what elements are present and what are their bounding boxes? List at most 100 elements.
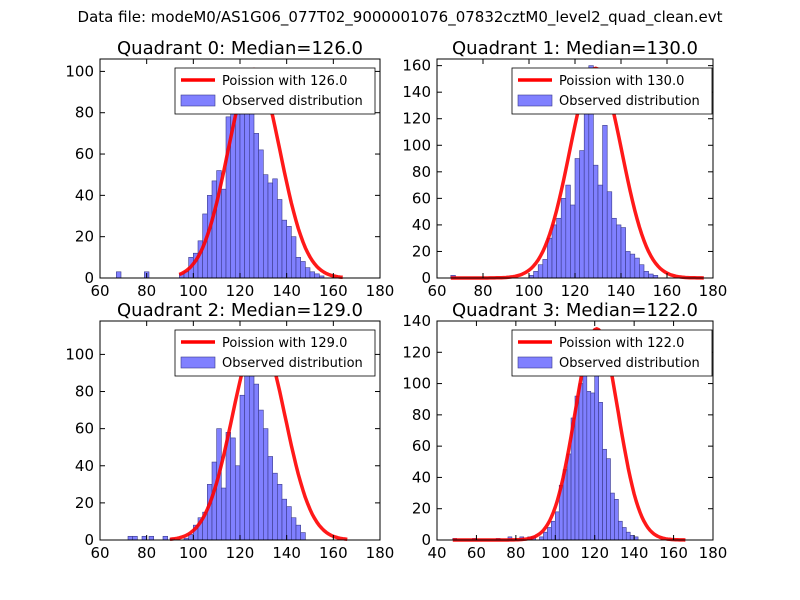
- y-tick-label: 80: [75, 383, 94, 401]
- histogram-bar: [565, 184, 571, 279]
- legend-box: [174, 329, 376, 377]
- subplot-quadrant-3: 40 60 80 100 120 140 160 180 0 20 40 60 80 100 120 140 Q…: [402, 300, 727, 562]
- x-tick-label: 160: [653, 282, 682, 300]
- legend-line-label: Poission with 126.0: [222, 74, 347, 89]
- y-tick-label: 160: [402, 57, 431, 75]
- histogram-bar: [614, 499, 619, 541]
- x-tick-label: 180: [366, 282, 395, 300]
- histogram-bar: [300, 532, 306, 541]
- x-tick-label: 120: [226, 282, 255, 300]
- legend-bar-label: Observed distribution: [559, 94, 700, 109]
- x-tick-label: 140: [607, 282, 636, 300]
- histogram-bar: [132, 535, 138, 541]
- histogram-bar: [610, 492, 615, 541]
- x-tick-label: 60: [90, 544, 109, 562]
- histogram-bar: [295, 524, 301, 541]
- histogram-bar: [597, 184, 603, 279]
- y-tick-label: 60: [75, 420, 94, 438]
- legend: Poission with 129.0 Observed distribution: [174, 329, 376, 377]
- histogram-bar: [566, 453, 572, 541]
- histogram-bar: [606, 191, 613, 279]
- x-tick-label: 180: [366, 544, 395, 562]
- histogram-bar: [127, 535, 133, 541]
- histogram-bar: [616, 224, 622, 279]
- y-tick-label: 80: [412, 406, 431, 424]
- histogram-bar: [570, 204, 576, 279]
- histogram-bar: [281, 219, 287, 279]
- histogram-bar: [300, 261, 306, 279]
- x-tick-label: 160: [319, 544, 348, 562]
- histogram-bar: [533, 271, 539, 279]
- subplot-quadrant-1: 60 80 100 120 140 160 180 0 20 40 60 80 100 120 140 160…: [402, 38, 727, 300]
- y-tick-label: 120: [402, 343, 431, 361]
- x-tick-label: 80: [506, 544, 525, 562]
- x-tick-label: 100: [179, 282, 208, 300]
- subplot-title: Quadrant 0: Median=126.0: [117, 38, 363, 59]
- y-tick-label: 40: [75, 457, 94, 475]
- x-tick-label: 160: [659, 544, 688, 562]
- y-tick-label: 20: [412, 500, 431, 518]
- y-tick-label: 60: [75, 145, 94, 163]
- legend-bar-label: Observed distribution: [222, 94, 363, 109]
- x-tick-label: 100: [541, 544, 570, 562]
- x-tick-label: 60: [427, 282, 446, 300]
- histogram-bar: [244, 112, 250, 279]
- x-tick-label: 40: [427, 544, 446, 562]
- legend-line-label: Poission with 129.0: [222, 336, 347, 351]
- histogram-bar: [629, 253, 636, 279]
- x-tick-label: 140: [620, 544, 649, 562]
- histogram-bar: [239, 394, 245, 541]
- histogram-bar: [211, 461, 217, 541]
- histogram-bar: [574, 158, 580, 279]
- y-tick-label: 20: [75, 494, 94, 512]
- histogram-bar: [141, 535, 147, 541]
- histogram-bar: [207, 484, 213, 541]
- x-tick-label: 60: [90, 282, 109, 300]
- histogram-bar: [314, 273, 320, 279]
- y-tick-label: 40: [412, 216, 431, 234]
- y-tick-label: 40: [75, 186, 94, 204]
- histogram-bar: [625, 531, 631, 541]
- histogram-bar: [244, 354, 250, 541]
- histogram-bar: [309, 271, 315, 279]
- histogram-bar: [639, 264, 645, 279]
- histogram-bar: [583, 105, 590, 279]
- histogram-bar: [286, 506, 292, 541]
- legend: Poission with 122.0 Observed distribution: [511, 329, 713, 377]
- histogram-bar: [281, 498, 287, 541]
- x-tick-label: 140: [272, 282, 301, 300]
- legend-box: [511, 67, 713, 115]
- legend: Poission with 130.0 Observed distribution: [511, 67, 713, 115]
- subplot-quadrant-0: 60 80 100 120 140 160 180 0 20 40 60 80 100 Quadrant …: [65, 38, 394, 300]
- histogram-bar: [586, 391, 592, 541]
- x-tick-label: 60: [467, 544, 486, 562]
- x-tick-label: 100: [179, 544, 208, 562]
- histogram-bar: [629, 535, 635, 541]
- y-tick-label: 0: [84, 269, 94, 287]
- y-tick-label: 40: [412, 468, 431, 486]
- histogram-bar: [590, 392, 596, 541]
- histogram-bar: [295, 257, 301, 279]
- histogram-bar: [578, 383, 584, 541]
- histogram-bar: [263, 428, 269, 541]
- histogram-bar: [620, 227, 626, 279]
- histogram-bar: [547, 237, 553, 279]
- histogram-bar: [537, 264, 544, 279]
- x-tick-label: 120: [561, 282, 590, 300]
- histogram-bar: [148, 535, 154, 541]
- histogram-bar: [291, 517, 297, 541]
- legend-bar-swatch: [180, 94, 216, 107]
- legend-line-label: Poission with 122.0: [559, 336, 684, 351]
- histogram-bar: [263, 174, 269, 279]
- y-tick-label: 60: [412, 437, 431, 455]
- figure-suptitle: Data file: modeM0/AS1G06_077T02_90000010…: [77, 8, 723, 26]
- histogram-bar: [602, 448, 607, 541]
- histogram-bar: [634, 257, 640, 279]
- histogram-bar: [579, 150, 585, 279]
- histogram-bar: [277, 199, 283, 279]
- y-tick-label: 80: [75, 104, 94, 122]
- y-tick-label: 140: [402, 83, 431, 101]
- legend-box: [511, 329, 713, 377]
- histogram-bar: [267, 456, 273, 541]
